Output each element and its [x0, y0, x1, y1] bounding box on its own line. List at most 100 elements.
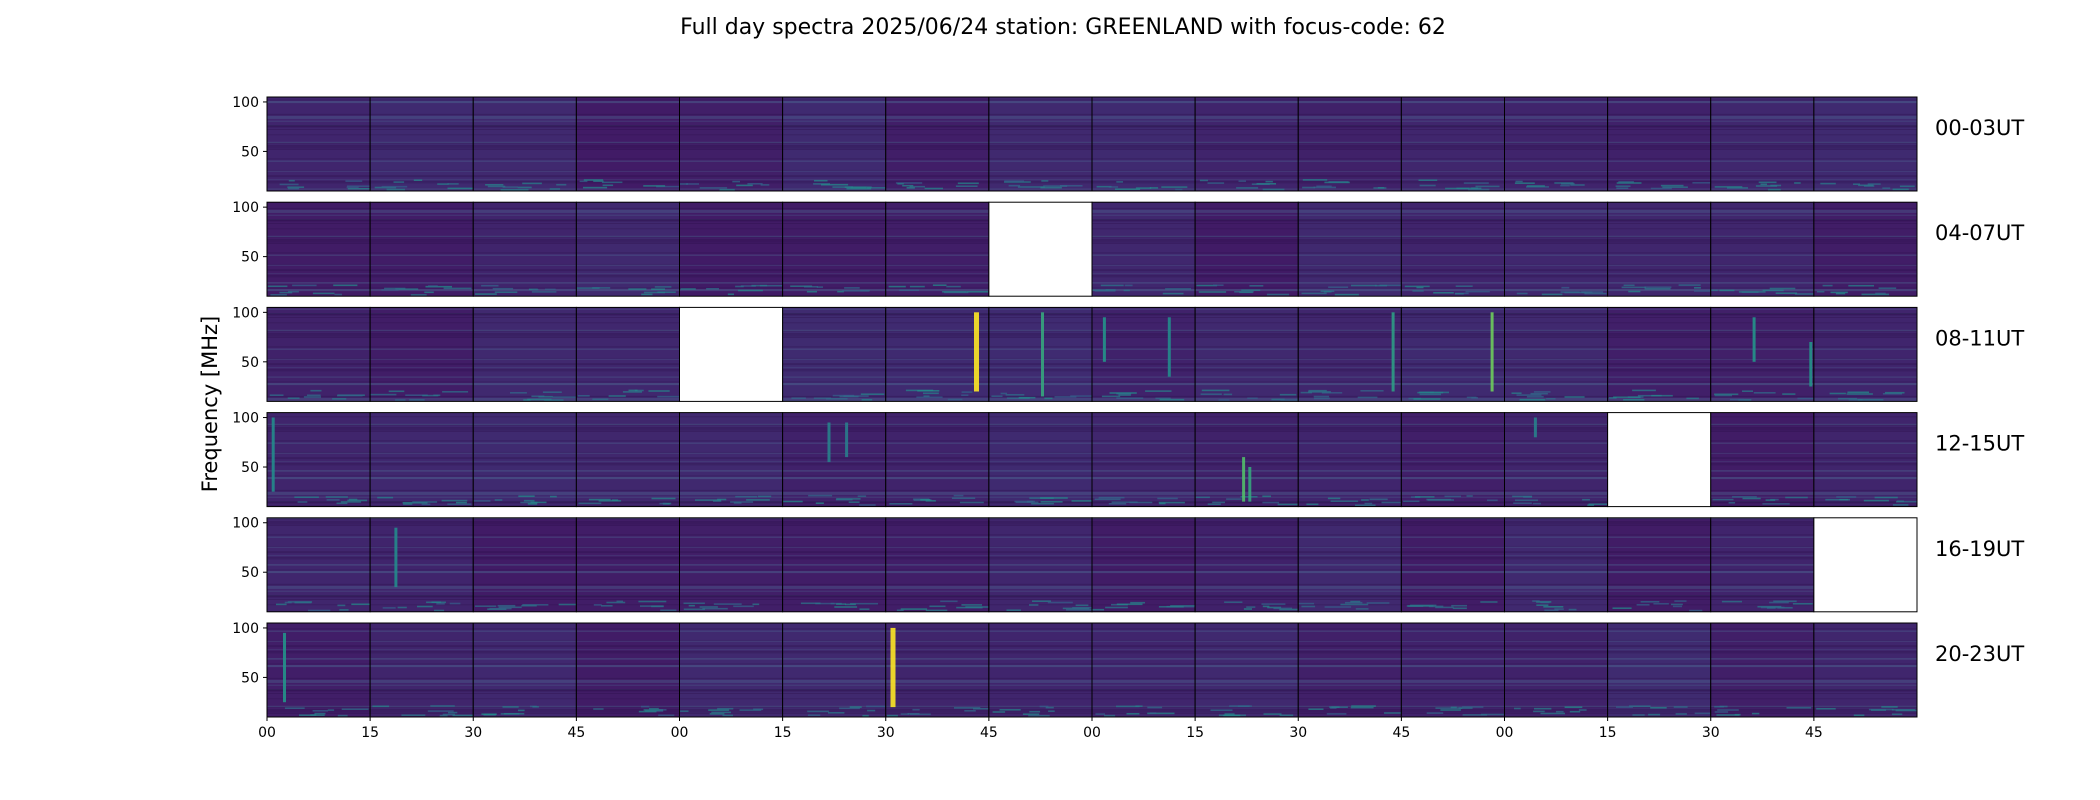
- spectrum-panel: [1710, 306, 1818, 402]
- spectrum-panel: [1813, 412, 1918, 508]
- spectrum-panel: [988, 622, 1093, 718]
- spectrum-panel: [1194, 412, 1300, 508]
- spectrum-panel: [472, 517, 577, 613]
- y-tick-label: 50: [241, 144, 259, 160]
- x-tick-label: 45: [1805, 725, 1823, 741]
- spectrum-panel: [369, 622, 480, 718]
- spectrum-panel: [885, 412, 990, 508]
- x-tick-label: 30: [464, 725, 482, 741]
- x-axis-ticks: 00 15 30 45 00 15 30 45 00 15 30 45 00 15 30 45: [258, 717, 1823, 741]
- spectrum-panel: [1400, 412, 1505, 508]
- spectrum-panel: [1710, 201, 1818, 297]
- spectrum-panel: [679, 201, 784, 297]
- radio-burst-mark: [1041, 312, 1044, 397]
- y-tick-label: 100: [232, 516, 259, 532]
- x-tick-label: 45: [980, 725, 998, 741]
- spectrum-panel: [1194, 96, 1299, 192]
- spectrum-panel: [1194, 517, 1299, 613]
- spectrum-panel: [575, 517, 680, 613]
- x-tick-label: 00: [258, 725, 276, 741]
- spectrum-panel: [1710, 96, 1815, 192]
- y-tick-label: 50: [241, 670, 259, 686]
- y-tick-label: 100: [232, 200, 259, 216]
- radio-burst-mark: [827, 422, 831, 463]
- y-tick-label: 100: [232, 305, 259, 321]
- spectrum-panel: [1091, 412, 1196, 508]
- spectrum-panel: [575, 96, 684, 192]
- spectrum-panel: [885, 201, 990, 297]
- x-tick-label: 15: [774, 725, 792, 741]
- row-time-label: 08-11UT: [1935, 326, 2024, 350]
- spectrum-panel: [1297, 201, 1406, 297]
- spectrum-panel: [1091, 517, 1196, 613]
- radio-burst-mark: [1752, 317, 1756, 362]
- spectrum-panel: [369, 412, 474, 508]
- radio-burst-mark: [1809, 342, 1813, 387]
- spectra-row: 50 100 08-11UT: [232, 305, 2024, 402]
- spectrum-panel: [782, 201, 887, 297]
- y-tick-label: 100: [232, 411, 259, 427]
- figure-title: Full day spectra 2025/06/24 station: GRE…: [680, 15, 1446, 40]
- spectrum-panel: [885, 96, 990, 192]
- spectrum-panel: [1091, 201, 1196, 297]
- missing-spectrum-panel: [1607, 412, 1712, 508]
- spectrum-panel: [1400, 517, 1505, 613]
- x-tick-label: 15: [1186, 725, 1204, 741]
- spectrum-panel: [575, 622, 680, 718]
- spectrum-panel: [1194, 306, 1305, 402]
- spectrum-panel: [369, 201, 474, 297]
- spectrum-panel: [988, 517, 1096, 613]
- radio-burst-mark: [394, 527, 398, 588]
- radio-burst-mark: [1242, 457, 1246, 502]
- spectrum-panel: [1607, 201, 1714, 297]
- x-tick-label: 30: [1289, 725, 1307, 741]
- radio-burst-mark: [1102, 317, 1106, 362]
- spectrum-panel: [1504, 622, 1609, 718]
- spectrum-panel: [1607, 306, 1712, 402]
- spectrum-panel: [1400, 306, 1505, 402]
- spectrum-panel: [988, 96, 1093, 192]
- y-tick-label: 50: [241, 460, 259, 476]
- x-tick-label: 00: [1083, 725, 1101, 741]
- spectrum-panel: [1400, 622, 1505, 718]
- spectrum-panel: [575, 306, 682, 402]
- spectrum-panel: [782, 622, 888, 718]
- y-tick-label: 50: [241, 355, 259, 371]
- spectrum-panel: [782, 412, 887, 508]
- x-tick-label: 30: [1702, 725, 1720, 741]
- spectrum-panel: [988, 412, 1099, 508]
- row-time-label: 16-19UT: [1935, 537, 2024, 561]
- x-tick-label: 45: [1392, 725, 1410, 741]
- spectrum-panel: [1813, 622, 1918, 718]
- spectrum-panel: [472, 306, 579, 402]
- spectrum-panel: [369, 517, 474, 613]
- spectrum-panel: [1813, 201, 1918, 297]
- spectra-row: 50 100 00-03UT: [232, 95, 2024, 192]
- radio-burst-mark: [974, 312, 979, 392]
- spectrum-panel: [1710, 622, 1815, 718]
- spectrum-panel: [885, 622, 996, 718]
- spectrum-panel: [1297, 622, 1406, 718]
- spectrum-panel: [1710, 412, 1815, 508]
- spectrum-panel: [266, 201, 371, 297]
- spectrum-panel: [1091, 96, 1196, 192]
- spectra-row: 50 100 12-15UT: [232, 411, 2024, 508]
- x-tick-label: 00: [1496, 725, 1514, 741]
- spectrum-panel: [1297, 96, 1402, 192]
- spectra-rows: 50 100 00-03UT 50 100 04-07UT 50 100 08-11UT 50 10…: [232, 95, 2024, 718]
- spectrum-panel: [266, 517, 378, 613]
- row-time-label: 20-23UT: [1935, 642, 2024, 666]
- spectrum-panel: [266, 96, 374, 192]
- spectrum-panel: [782, 517, 887, 613]
- spectrum-panel: [1607, 96, 1721, 192]
- y-axis-label: Frequency [MHz]: [198, 316, 222, 492]
- x-tick-label: 15: [1599, 725, 1617, 741]
- spectrum-panel: [1400, 201, 1505, 297]
- spectrum-panel: [369, 306, 474, 402]
- spectrum-panel: [1297, 306, 1402, 402]
- x-tick-label: 15: [361, 725, 379, 741]
- spectrum-panel: [1504, 412, 1613, 508]
- spectrum-panel: [885, 306, 990, 402]
- spectrum-panel: [1194, 201, 1299, 297]
